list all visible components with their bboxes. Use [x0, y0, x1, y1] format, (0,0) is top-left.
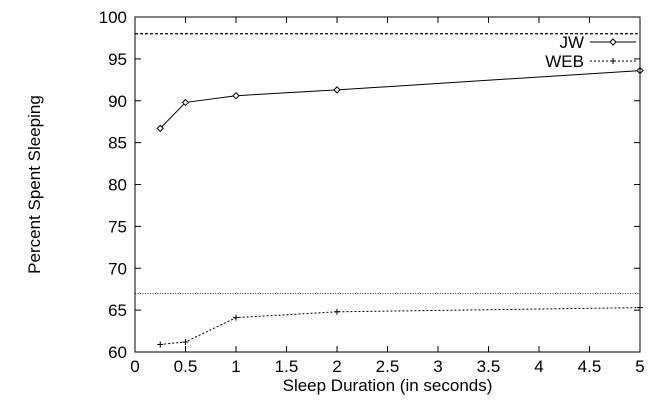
x-tick-label: 2 — [332, 357, 341, 376]
data-point-jw — [333, 86, 341, 94]
legend: JW WEB — [545, 33, 636, 71]
data-point-jw — [232, 92, 240, 100]
y-tick-label: 90 — [108, 92, 127, 111]
y-tick-label: 75 — [108, 217, 127, 236]
data-point-jw — [181, 98, 190, 107]
x-tick-label: 1.5 — [275, 357, 299, 376]
y-tick-label: 70 — [108, 259, 127, 278]
legend-label-web: WEB — [545, 52, 584, 71]
y-tick-label: 100 — [99, 8, 127, 27]
x-tick-label: 0.5 — [174, 357, 198, 376]
x-tick-label: 2.5 — [376, 357, 400, 376]
y-tick-label: 85 — [108, 134, 127, 153]
y-tick-label: 65 — [108, 301, 127, 320]
x-tick-label: 4 — [534, 357, 543, 376]
x-tick-label: 3.5 — [477, 357, 501, 376]
data-point-jw — [156, 124, 164, 133]
y-tick-label: 95 — [108, 50, 127, 69]
data-point-web — [233, 314, 239, 321]
data-point-web — [182, 338, 189, 345]
x-axis-title: Sleep Duration (in seconds) — [283, 376, 493, 395]
x-tick-label: 1 — [231, 357, 240, 376]
x-tick-label: 4.5 — [578, 357, 602, 376]
x-tick-label: 3 — [433, 357, 442, 376]
x-tick-label: 0 — [130, 357, 139, 376]
x-tick-label: 5 — [635, 357, 644, 376]
legend-marker-jw — [609, 38, 617, 46]
y-tick-label: 60 — [108, 343, 127, 362]
data-point-web — [334, 308, 340, 315]
series-line-jw — [159, 70, 641, 129]
data-point-web — [157, 341, 164, 348]
legend-marker-web — [610, 58, 616, 64]
y-axis-title: Percent Spent Sleeping — [25, 95, 44, 274]
legend-label-jw: JW — [559, 33, 584, 52]
series-line-web — [160, 307, 641, 345]
y-tick-label: 80 — [108, 176, 127, 195]
